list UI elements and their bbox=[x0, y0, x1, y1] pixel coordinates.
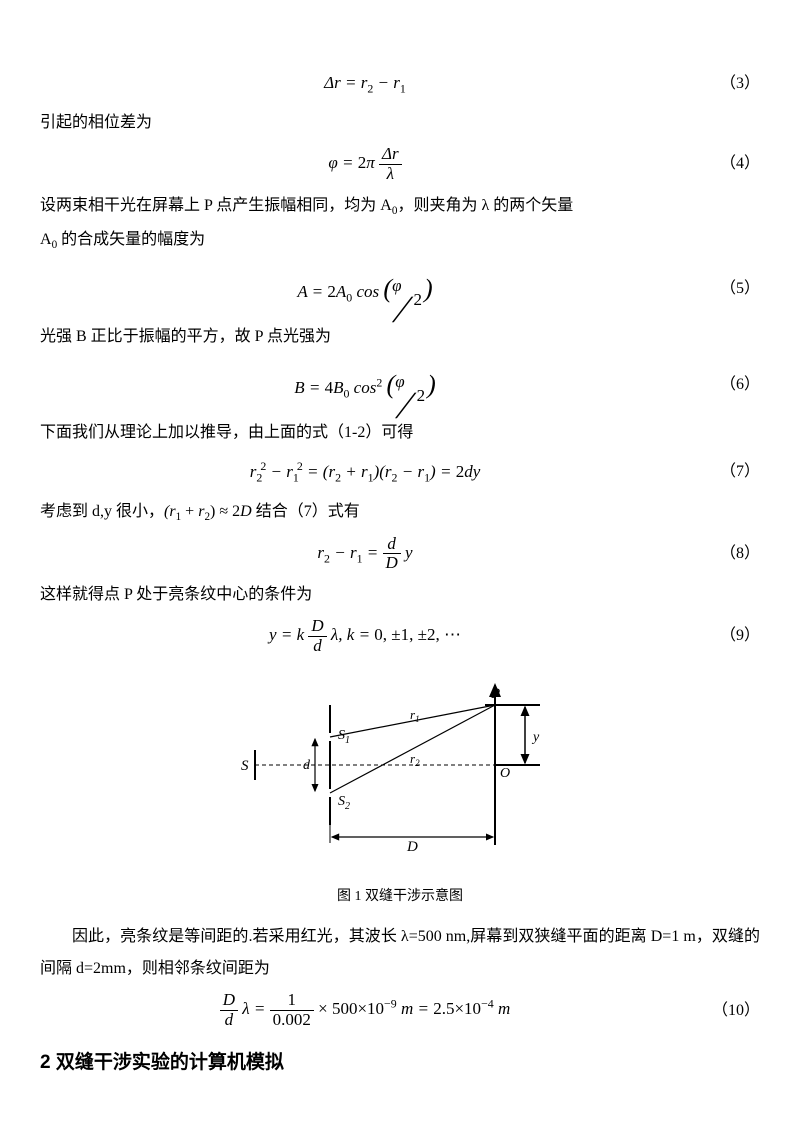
eq9-num: （9） bbox=[690, 620, 760, 652]
equation-9: y = k Dd λ, k = 0, ±1, ±2, ⋯ （9） bbox=[40, 617, 760, 655]
equation-5: A = 2A0 cos (φ╱2) （5） bbox=[40, 263, 760, 315]
double-slit-figure: S d S1 S2 r1 r2 P O y D bbox=[235, 665, 565, 865]
eq5-expr: A = 2A0 cos (φ╱2) bbox=[40, 263, 690, 315]
fig-label-r2: r2 bbox=[410, 751, 420, 768]
eq8-expr: r2 − r1 = dD y bbox=[40, 535, 690, 573]
eq7-num: （7） bbox=[690, 456, 760, 488]
para-phase-diff: 引起的相位差为 bbox=[40, 107, 760, 139]
eq9-expr: y = k Dd λ, k = 0, ±1, ±2, ⋯ bbox=[40, 617, 690, 655]
figure-caption: 图 1 双缝干涉示意图 bbox=[40, 883, 760, 911]
equation-8: r2 − r1 = dD y （8） bbox=[40, 535, 760, 573]
fig-label-S2: S2 bbox=[338, 794, 350, 812]
para-amplitude-setup-2: A0 的合成矢量的幅度为 bbox=[40, 224, 760, 257]
eq6-num: （6） bbox=[690, 369, 760, 401]
equation-10: Dd λ = 10.002 × 500×10−9 m = 2.5×10−4 m … bbox=[40, 991, 760, 1029]
equation-6: B = 4B0 cos2 (φ╱2) （6） bbox=[40, 359, 760, 411]
section-2-heading: 2 双缝干涉实验的计算机模拟 bbox=[40, 1044, 760, 1082]
fig-label-D: D bbox=[406, 839, 418, 855]
fig-label-y: y bbox=[531, 730, 540, 745]
para-bright-condition: 这样就得点 P 处于亮条纹中心的条件为 bbox=[40, 579, 760, 611]
eq3-expr: Δr = r2 − r1 bbox=[40, 66, 690, 101]
equation-4: φ = 2π Δrλ （4） bbox=[40, 145, 760, 183]
eq5-num: （5） bbox=[690, 273, 760, 305]
eq3-num: （3） bbox=[690, 68, 760, 100]
eq10-num: （10） bbox=[690, 995, 760, 1027]
eq4-expr: φ = 2π Δrλ bbox=[40, 145, 690, 183]
para-example: 因此，亮条纹是等间距的.若采用红光，其波长 λ=500 nm,屏幕到双狭缝平面的… bbox=[40, 921, 760, 985]
eq8-num: （8） bbox=[690, 538, 760, 570]
eq10-expr: Dd λ = 10.002 × 500×10−9 m = 2.5×10−4 m bbox=[40, 991, 690, 1029]
eq6-expr: B = 4B0 cos2 (φ╱2) bbox=[40, 359, 690, 411]
fig-label-O: O bbox=[500, 766, 510, 781]
fig-label-P: P bbox=[490, 686, 500, 702]
para-amplitude-setup: 设两束相干光在屏幕上 P 点产生振幅相同，均为 A0，则夹角为 λ 的两个矢量 bbox=[40, 190, 760, 223]
fig-label-d: d bbox=[303, 758, 311, 773]
fig-label-S: S bbox=[241, 758, 249, 774]
fig-label-S1: S1 bbox=[338, 728, 350, 746]
eq4-num: （4） bbox=[690, 148, 760, 180]
para-approx: 考虑到 d,y 很小，(r1 + r2) ≈ 2D 结合（7）式有 bbox=[40, 496, 760, 529]
eq7-expr: r22 − r12 = (r2 + r1)(r2 − r1) = 2dy bbox=[40, 455, 690, 490]
equation-7: r22 − r12 = (r2 + r1)(r2 − r1) = 2dy （7） bbox=[40, 455, 760, 490]
equation-3: Δr = r2 − r1 （3） bbox=[40, 66, 760, 101]
fig-label-r1: r1 bbox=[410, 707, 420, 724]
